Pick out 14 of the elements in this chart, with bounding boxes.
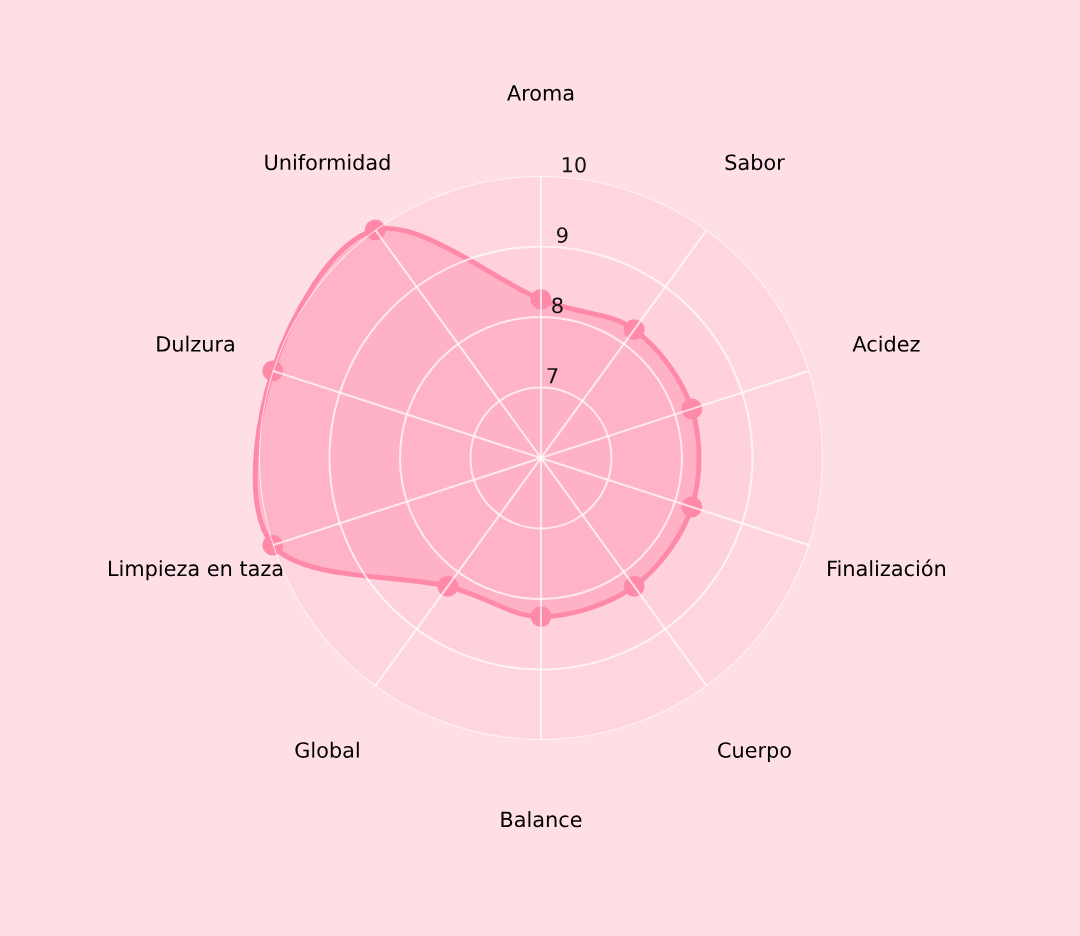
spoke-label: Aroma (507, 85, 574, 101)
spoke-label: Balance (501, 811, 582, 828)
spoke-label: Finalización (828, 559, 946, 577)
y-tick-label: 9 (557, 227, 568, 243)
y-tick-label: 8 (552, 297, 563, 314)
spoke-label: Sabor (725, 154, 785, 171)
y-tick-label: 7 (547, 368, 558, 384)
spoke-label: Acidez (852, 335, 920, 352)
spoke-label: Cuerpo (718, 742, 791, 762)
spoke-label: Uniformidad (265, 154, 390, 171)
spoke-label: Limpieza en taza (109, 560, 283, 581)
spoke-label: Dulzura (157, 335, 234, 352)
y-tick-label: 10 (562, 156, 586, 173)
spoke-label: Global (295, 741, 359, 758)
